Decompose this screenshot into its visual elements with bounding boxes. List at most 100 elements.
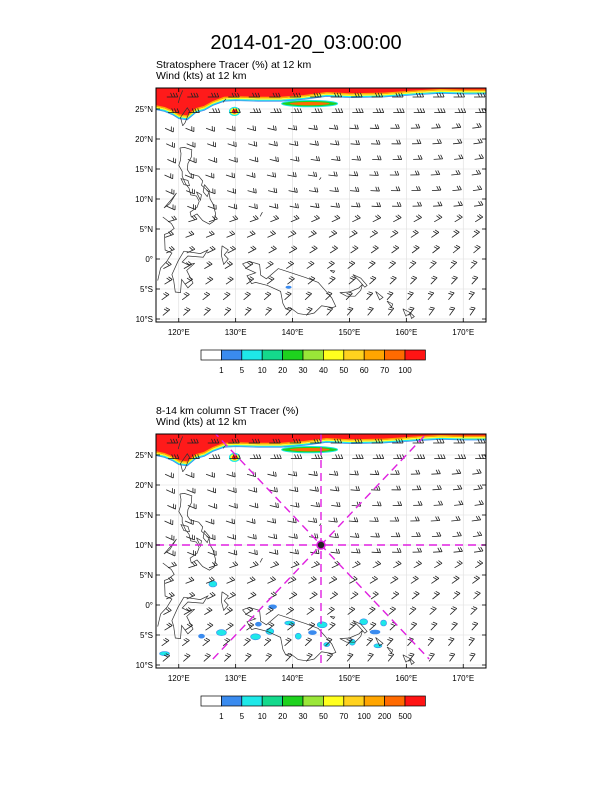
wind-barb <box>473 546 484 553</box>
wind-barb <box>202 291 211 301</box>
wind-barb <box>367 606 376 615</box>
coastline <box>329 270 336 274</box>
wind-barb <box>202 637 211 647</box>
wind-barb <box>330 486 340 492</box>
wind-barb <box>352 454 364 459</box>
coastline <box>157 216 175 281</box>
wind-barb <box>246 576 256 584</box>
wind-barb <box>369 470 380 476</box>
wind-barb <box>226 125 236 132</box>
wind-barb <box>227 245 236 254</box>
wind-barb <box>429 260 437 269</box>
wind-barb <box>410 575 419 584</box>
wind-barb <box>350 245 359 254</box>
wind-barb <box>349 186 360 192</box>
wind-barb <box>330 548 340 554</box>
panel1-title-line1: Stratosphere Tracer (%) at 12 km <box>156 59 312 71</box>
wind-barb <box>452 531 462 537</box>
wind-barb <box>469 306 476 316</box>
wind-barb <box>347 260 356 269</box>
wind-barb <box>430 170 441 176</box>
wind-barb <box>330 202 340 208</box>
lon-label: 150°E <box>339 674 361 683</box>
colorbar-label: 5 <box>240 712 245 721</box>
wind-barb <box>453 438 465 444</box>
tracer-column-blob <box>316 621 328 629</box>
wind-barb <box>392 92 404 98</box>
wind-barb <box>289 438 302 444</box>
wind-barb <box>369 124 380 130</box>
coastline <box>180 107 190 127</box>
wind-barb <box>412 201 422 207</box>
wind-barb <box>448 637 455 647</box>
wind-barb <box>408 260 417 269</box>
wind-barb <box>162 307 171 316</box>
wind-barb <box>390 532 401 538</box>
wind-barb <box>187 503 197 510</box>
wind-barb <box>164 622 173 631</box>
wind-barb <box>308 470 318 477</box>
wind-barb <box>248 203 258 210</box>
wind-barb <box>413 454 426 459</box>
wind-barb <box>163 261 172 269</box>
wind-barb <box>228 92 240 98</box>
wind-barb <box>249 215 259 223</box>
wind-barb <box>413 500 423 506</box>
lat-label: 10°N <box>135 195 153 204</box>
wind-barb <box>410 275 418 285</box>
wind-barb <box>187 550 197 557</box>
wind-barb <box>207 92 220 98</box>
wind-barb <box>288 533 298 539</box>
coastline <box>409 312 415 319</box>
wind-barb <box>227 141 237 147</box>
wind-barb <box>390 469 400 475</box>
wind-barb <box>472 122 482 129</box>
wind-barb <box>243 637 251 647</box>
wind-barb <box>473 244 481 254</box>
colorbar-label: 40 <box>319 366 328 375</box>
wind-barb <box>269 156 279 162</box>
wind-barb <box>269 438 281 444</box>
wind-barb <box>369 621 377 631</box>
map-frame <box>155 433 487 669</box>
wind-barb <box>407 291 414 301</box>
wind-barb <box>348 517 359 523</box>
wind-barb <box>328 575 338 584</box>
wind-barb <box>187 204 197 211</box>
wind-barb <box>311 214 320 223</box>
wind-barb <box>225 518 235 525</box>
wind-barb <box>410 621 418 631</box>
wind-barb <box>471 515 482 522</box>
colorbar-label: 30 <box>299 366 308 375</box>
wind-barb <box>349 532 360 538</box>
wind-barb <box>352 108 364 113</box>
colorbar-label: 30 <box>299 712 308 721</box>
wind-barb <box>330 92 343 98</box>
wind-barb <box>205 126 215 132</box>
wind-barb <box>287 171 297 178</box>
wind-barb <box>249 502 259 509</box>
colorbar-box <box>404 695 426 707</box>
coastline <box>329 616 336 620</box>
wind-barb <box>269 502 279 508</box>
wind-barb <box>203 307 211 316</box>
wind-barb <box>468 291 475 301</box>
wind-barb <box>183 607 193 615</box>
wind-barb <box>451 575 460 584</box>
wind-barb <box>249 108 262 113</box>
wind-barb <box>246 622 255 631</box>
wind-barb <box>471 621 479 631</box>
lat-label: 25°N <box>135 451 153 460</box>
main-title: 2014-01-20_03:00:00 <box>210 32 402 54</box>
wind-barb <box>369 516 379 522</box>
wind-barb <box>413 214 422 223</box>
lat-label: 5°S <box>140 631 153 640</box>
wind-barb <box>329 533 339 539</box>
wind-barb <box>348 621 356 631</box>
wind-barb <box>329 245 338 254</box>
wind-barb <box>186 188 195 195</box>
wind-barb <box>270 215 280 223</box>
coastline <box>386 300 394 308</box>
wind-barb <box>310 202 320 209</box>
wind-barb <box>287 517 297 524</box>
